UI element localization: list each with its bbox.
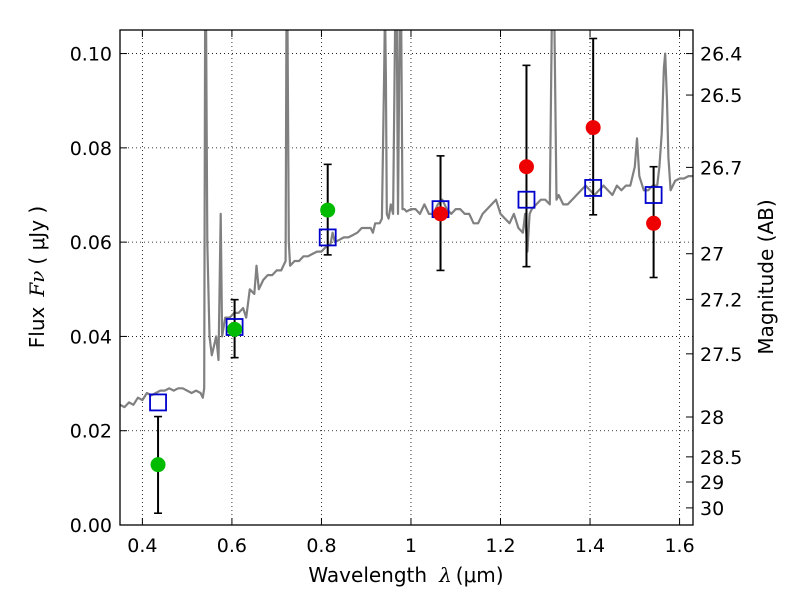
- model-photometry-square: [318, 228, 337, 247]
- observed-markers: [150, 120, 662, 473]
- x-tick-label: 1: [405, 535, 417, 557]
- observed-point: [518, 159, 534, 175]
- right-tick-label: 27.5: [700, 344, 742, 366]
- grid: [120, 30, 693, 526]
- x-tick-label: 0.6: [217, 535, 247, 557]
- observed-point: [646, 215, 662, 231]
- model-spectrum-line: [120, 30, 693, 409]
- x-tick-label: 1.6: [664, 535, 694, 557]
- right-tick-label: 28.5: [700, 447, 742, 469]
- y-tick-label: 0.02: [70, 421, 112, 443]
- y-tick-label: 0.04: [70, 326, 112, 348]
- plot-background: [120, 30, 693, 525]
- x-tick-label: 0.8: [306, 535, 336, 557]
- y-tick-label: 0.10: [70, 44, 112, 66]
- observed-point: [150, 457, 166, 473]
- y-axis-label: FluxFν( μJy ): [25, 206, 49, 348]
- observed-point: [585, 120, 601, 136]
- plot-area: [120, 30, 693, 515]
- model-photometry-square: [149, 393, 167, 412]
- plot-frame: [119, 29, 694, 526]
- x-axis-label: Wavelength λ (μm): [308, 563, 503, 587]
- right-axis-ticks: 26.4 26.5 26.7 27 27.2 27.5 28 28.5 29 30: [686, 44, 742, 520]
- x-tick-label: 1.4: [575, 535, 605, 557]
- right-tick-label: 27: [700, 244, 724, 266]
- y-tick-label: 0.08: [70, 138, 112, 160]
- y-axis-ticks: 0.00 0.02 0.04 0.06 0.08 0.10: [70, 44, 127, 537]
- x-tick-label: 1.2: [485, 535, 515, 557]
- right-axis-label: Magnitude (AB): [754, 199, 778, 354]
- y-tick-label: 0.00: [70, 515, 112, 537]
- x-axis-ticks: 0.4 0.6 0.8 1 1.2 1.4 1.6: [127, 30, 695, 557]
- y-tick-label: 0.06: [70, 232, 112, 254]
- model-photometry-square: [517, 190, 536, 209]
- model-photometry-square: [644, 186, 663, 204]
- right-tick-label: 29: [700, 472, 724, 494]
- right-tick-label: 26.7: [700, 157, 742, 179]
- observed-point: [433, 206, 449, 222]
- right-tick-label: 27.2: [700, 289, 742, 311]
- right-tick-label: 30: [700, 498, 724, 520]
- observed-point: [227, 321, 243, 337]
- right-tick-label: 26.5: [700, 85, 742, 107]
- right-tick-label: 28: [700, 407, 724, 429]
- x-tick-label: 0.4: [127, 535, 157, 557]
- right-tick-label: 26.4: [700, 44, 742, 66]
- observed-point: [320, 202, 336, 218]
- model-photometry-square: [584, 179, 603, 197]
